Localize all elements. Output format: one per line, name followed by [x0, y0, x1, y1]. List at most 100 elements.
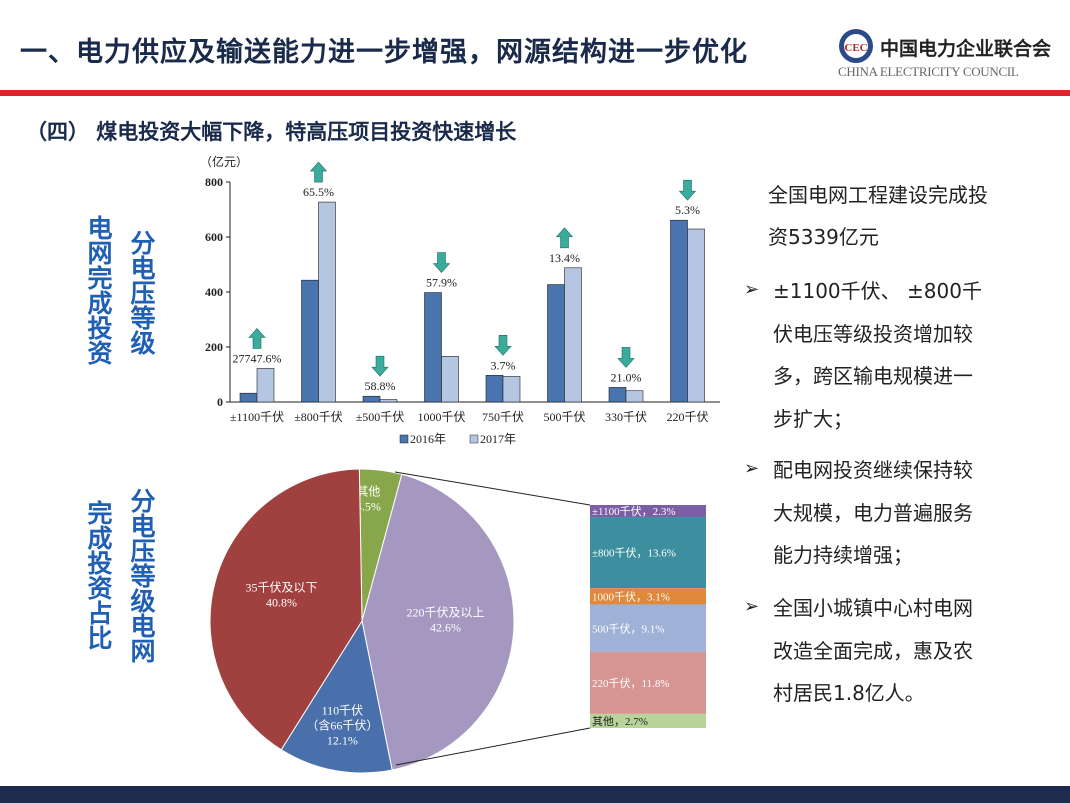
- bar-2016: [547, 284, 565, 403]
- section-subtitle: （四） 煤电投资大幅下降，特高压项目投资快速增长: [26, 120, 517, 144]
- arrow-up-icon: [309, 161, 328, 183]
- change-label: 58.8%: [365, 379, 396, 393]
- text-line: 大规模，电力普遍服务: [773, 500, 973, 525]
- legend-label: 2016年: [410, 432, 446, 446]
- pie-label: 35千伏及以下: [245, 581, 317, 595]
- breakdown-label: ±1100千伏，2.3%: [592, 504, 676, 518]
- bar-2017: [441, 356, 459, 403]
- slide-title: 一、电力供应及输送能力进一步增强，网源结构进一步优化: [20, 37, 748, 68]
- text-line: 村居民1.8亿人。: [773, 681, 925, 705]
- text-line: 配电网投资继续保持较: [773, 458, 973, 482]
- pie-slice: [361, 473, 515, 771]
- change-label: 65.5%: [303, 185, 334, 199]
- arrow-down-icon: [617, 347, 635, 368]
- bar-2016: [239, 392, 258, 403]
- side-label-bottom-a: 完成投资占比: [84, 500, 113, 650]
- bar-2016: [608, 387, 627, 403]
- arrow-bullet-icon: ➢: [744, 596, 760, 617]
- bar-2016: [301, 279, 319, 403]
- x-tick-label: ±800千伏: [294, 410, 343, 424]
- change-label: 5.3%: [675, 203, 700, 217]
- change-label: 57.9%: [426, 276, 457, 290]
- pie-label: （含66千伏）: [306, 718, 378, 733]
- breakdown-label: 其他，2.7%: [592, 715, 648, 728]
- bar-2017: [625, 390, 644, 403]
- text-line: ±1100千伏、 ±800千: [773, 279, 982, 303]
- pie-value: 12.1%: [327, 734, 358, 748]
- legend-swatch: [399, 434, 409, 444]
- pie-value: 40.8%: [266, 596, 297, 610]
- text-line: 改造全面完成，惠及农: [773, 638, 973, 663]
- logo-text-cn: 中国电力企业联合会: [880, 38, 1052, 60]
- arrow-up-icon: [555, 227, 574, 249]
- arrow-down-icon: [678, 179, 697, 201]
- pie-label: 220千伏及以上: [407, 606, 485, 620]
- x-tick-label: 500千伏: [543, 410, 585, 424]
- cec-logo-icon: CEC: [838, 28, 874, 68]
- pie-value: 42.6%: [430, 621, 461, 635]
- text-line: 资5339亿元: [768, 225, 879, 249]
- breakdown-label: 220千伏，11.8%: [592, 676, 670, 690]
- connector-line: [394, 471, 591, 506]
- x-tick-label: 1000千伏: [417, 410, 465, 424]
- x-tick-label: 330千伏: [605, 410, 647, 424]
- breakdown-label: ±800千伏，13.6%: [592, 546, 676, 560]
- pie-slice: [209, 468, 363, 751]
- change-label: 27747.6%: [233, 351, 282, 365]
- pie-label: 110千伏: [322, 704, 364, 718]
- text-line: 全国电网工程建设完成投: [768, 183, 988, 207]
- legend-swatch: [469, 434, 479, 444]
- side-label-bottom-b: 分电压等级电网: [127, 488, 156, 663]
- bar-chart: （亿元） 0 200 400 600 800 ±1100千伏 27747.6% ±800千伏 65…: [200, 154, 720, 446]
- pie-slice: [280, 619, 393, 774]
- y-tick-label: 0: [217, 395, 223, 409]
- footer-bar: [0, 786, 1070, 803]
- arrow-up-icon: [248, 327, 266, 349]
- legend-label: 2017年: [480, 432, 516, 446]
- bar-2017: [502, 376, 521, 403]
- logo-text-en: CHINA ELECTRICITY COUNCIL: [838, 64, 1019, 79]
- breakdown-segment: [590, 588, 706, 605]
- y-axis-unit: （亿元）: [200, 154, 248, 169]
- change-label: 3.7%: [491, 358, 516, 372]
- text-line: 多，跨区输电规模进一: [773, 364, 973, 388]
- text-line: 全国小城镇中心村电网: [773, 596, 973, 620]
- breakdown-label: 500千伏，9.1%: [592, 621, 664, 635]
- arrow-bullet-icon: ➢: [744, 458, 760, 479]
- svg-text:CEC: CEC: [844, 42, 867, 54]
- bar-2016: [485, 375, 504, 403]
- x-tick-label: 750千伏: [482, 410, 524, 424]
- breakdown-segment: [590, 505, 706, 518]
- side-label-top-a: 电网完成投资: [84, 215, 113, 365]
- text-line: 伏电压等级投资增加较: [773, 321, 973, 346]
- bar-2017: [256, 368, 275, 403]
- breakdown-segment: [590, 517, 706, 589]
- y-tick-label: 600: [205, 230, 223, 244]
- y-tick-label: 400: [205, 285, 223, 299]
- arrow-bullet-icon: ➢: [744, 279, 760, 300]
- x-tick-label: 220千伏: [666, 410, 708, 424]
- side-label-top-b: 分电压等级: [127, 230, 156, 355]
- pie-value: 4.5%: [356, 500, 381, 514]
- y-tick-label: 200: [205, 340, 223, 354]
- x-tick-label: ±500千伏: [356, 410, 405, 424]
- pie-label: 其他: [356, 485, 380, 499]
- connector-line: [395, 727, 591, 766]
- bar-2017: [564, 267, 582, 403]
- arrow-down-icon: [371, 355, 389, 377]
- arrow-down-icon: [432, 252, 451, 274]
- breakdown-segment: [590, 652, 706, 714]
- breakdown-label: 1000千伏，3.1%: [592, 589, 670, 603]
- change-label: 21.0%: [611, 370, 642, 384]
- text-line: 步扩大；: [773, 406, 853, 431]
- bar-2016: [424, 292, 442, 403]
- bar-2016: [670, 219, 688, 403]
- breakdown-segment: [590, 713, 706, 728]
- bar-2017: [379, 399, 398, 403]
- text-line: 能力持续增强；: [773, 543, 913, 567]
- change-label: 13.4%: [549, 251, 580, 265]
- bar-2017: [687, 228, 705, 403]
- y-tick-label: 800: [205, 175, 223, 189]
- bar-2017: [318, 201, 336, 403]
